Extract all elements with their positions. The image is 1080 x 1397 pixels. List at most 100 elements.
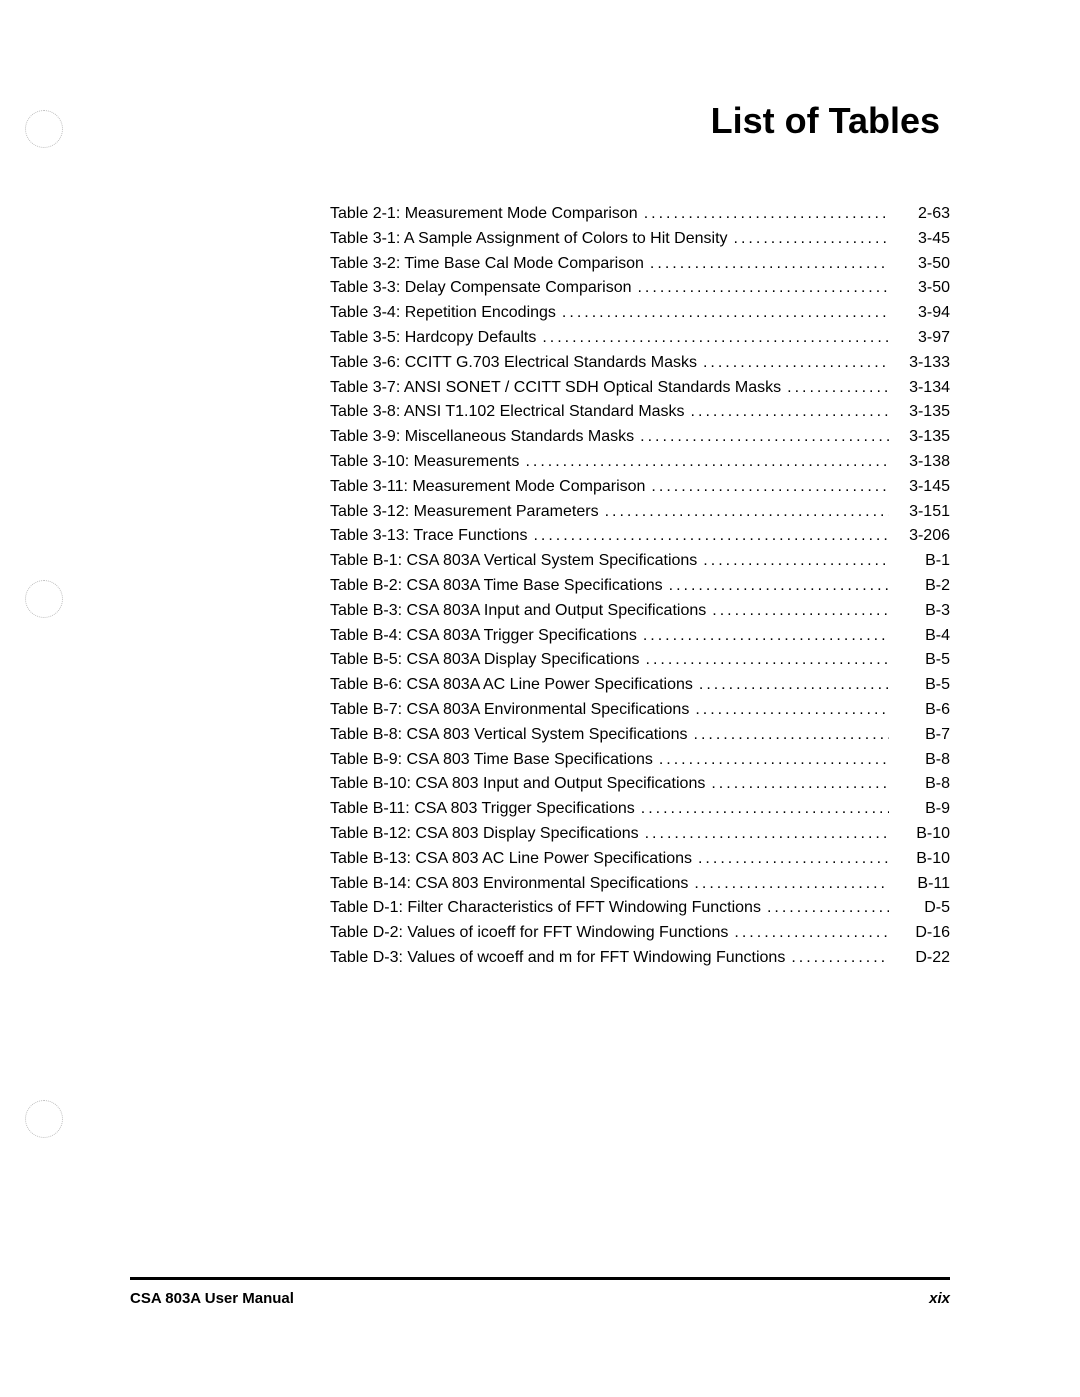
toc-leader-dots [734,921,889,946]
toc-page-number: 3-151 [895,500,950,525]
toc-entry: Table B-4: CSA 803A Trigger Specificatio… [330,624,950,649]
toc-leader-dots [669,574,889,599]
toc-page-number: 3-138 [895,450,950,475]
toc-label: Table B-13: CSA 803 AC Line Power Specif… [330,847,692,872]
toc-entry: Table B-11: CSA 803 Trigger Specificatio… [330,797,950,822]
toc-page-number: B-8 [895,748,950,773]
toc-leader-dots [643,624,889,649]
toc-label: Table 3-6: CCITT G.703 Electrical Standa… [330,351,697,376]
toc-leader-dots [644,202,889,227]
toc-page-number: B-2 [895,574,950,599]
page-footer: CSA 803A User Manual xix [130,1277,950,1307]
toc-leader-dots [562,301,889,326]
toc-page-number: 2-63 [895,202,950,227]
toc-label: Table D-2: Values of icoeff for FFT Wind… [330,921,728,946]
toc-label: Table B-3: CSA 803A Input and Output Spe… [330,599,706,624]
table-of-contents: Table 2-1: Measurement Mode Comparison2-… [330,202,950,971]
toc-page-number: 3-134 [895,376,950,401]
toc-entry: Table 3-5: Hardcopy Defaults 3-97 [330,326,950,351]
toc-leader-dots [787,376,889,401]
toc-leader-dots [703,549,889,574]
toc-entry: Table B-7: CSA 803A Environmental Specif… [330,698,950,723]
toc-leader-dots [542,326,889,351]
toc-page-number: B-3 [895,599,950,624]
toc-label: Table 3-7: ANSI SONET / CCITT SDH Optica… [330,376,781,401]
toc-label: Table B-2: CSA 803A Time Base Specificat… [330,574,663,599]
toc-label: Table B-11: CSA 803 Trigger Specificatio… [330,797,635,822]
toc-label: Table B-14: CSA 803 Environmental Specif… [330,872,688,897]
toc-leader-dots [712,599,889,624]
toc-leader-dots [711,772,889,797]
toc-page-number: B-10 [895,847,950,872]
toc-label: Table B-1: CSA 803A Vertical System Spec… [330,549,697,574]
toc-page-number: D-5 [895,896,950,921]
toc-entry: Table B-8: CSA 803 Vertical System Speci… [330,723,950,748]
toc-leader-dots [694,872,889,897]
toc-label: Table 3-11: Measurement Mode Comparison [330,475,645,500]
toc-label: Table 3-10: Measurements [330,450,519,475]
toc-leader-dots [703,351,889,376]
toc-label: Table B-4: CSA 803A Trigger Specificatio… [330,624,637,649]
toc-leader-dots [659,748,889,773]
toc-leader-dots [698,847,889,872]
toc-leader-dots [791,946,889,971]
toc-page-number: D-22 [895,946,950,971]
toc-label: Table B-9: CSA 803 Time Base Specificati… [330,748,653,773]
toc-label: Table 3-1: A Sample Assignment of Colors… [330,227,728,252]
toc-page-number: B-11 [895,872,950,897]
toc-entry: Table B-6: CSA 803A AC Line Power Specif… [330,673,950,698]
toc-page-number: 3-97 [895,326,950,351]
toc-label: Table 3-5: Hardcopy Defaults [330,326,536,351]
toc-label: Table 3-13: Trace Functions [330,524,527,549]
toc-page-number: 3-50 [895,252,950,277]
toc-page-number: B-8 [895,772,950,797]
toc-entry: Table 3-13: Trace Functions3-206 [330,524,950,549]
toc-entry: Table 3-4: Repetition Encodings3-94 [330,301,950,326]
page-container: List of Tables Table 2-1: Measurement Mo… [0,0,1080,1397]
toc-entry: Table B-5: CSA 803A Display Specificatio… [330,648,950,673]
toc-entry: Table 3-10: Measurements 3-138 [330,450,950,475]
toc-page-number: 3-145 [895,475,950,500]
toc-leader-dots [646,648,890,673]
page-title: List of Tables [130,100,950,142]
toc-label: Table 3-3: Delay Compensate Comparison [330,276,631,301]
toc-entry: Table D-2: Values of icoeff for FFT Wind… [330,921,950,946]
toc-entry: Table B-3: CSA 803A Input and Output Spe… [330,599,950,624]
toc-leader-dots [651,475,889,500]
toc-leader-dots [694,723,889,748]
toc-label: Table D-3: Values of wcoeff and m for FF… [330,946,785,971]
toc-page-number: B-9 [895,797,950,822]
toc-page-number: B-5 [895,673,950,698]
toc-entry: Table 3-3: Delay Compensate Comparison3-… [330,276,950,301]
toc-leader-dots [645,822,889,847]
toc-entry: Table B-1: CSA 803A Vertical System Spec… [330,549,950,574]
toc-entry: Table B-12: CSA 803 Display Specificatio… [330,822,950,847]
toc-label: Table B-8: CSA 803 Vertical System Speci… [330,723,688,748]
toc-leader-dots [767,896,889,921]
toc-page-number: B-10 [895,822,950,847]
toc-label: Table B-6: CSA 803A AC Line Power Specif… [330,673,693,698]
toc-label: Table B-7: CSA 803A Environmental Specif… [330,698,689,723]
toc-leader-dots [605,500,889,525]
toc-leader-dots [699,673,889,698]
toc-label: Table 3-2: Time Base Cal Mode Comparison [330,252,644,277]
toc-page-number: B-7 [895,723,950,748]
toc-page-number: 3-133 [895,351,950,376]
toc-label: Table B-10: CSA 803 Input and Output Spe… [330,772,705,797]
toc-label: Table 3-9: Miscellaneous Standards Masks [330,425,634,450]
toc-entry: Table B-2: CSA 803A Time Base Specificat… [330,574,950,599]
footer-left: CSA 803A User Manual [130,1290,294,1307]
toc-page-number: B-6 [895,698,950,723]
toc-label: Table D-1: Filter Characteristics of FFT… [330,896,761,921]
toc-entry: Table 3-2: Time Base Cal Mode Comparison… [330,252,950,277]
toc-leader-dots [691,400,889,425]
toc-entry: Table 3-11: Measurement Mode Comparison 3… [330,475,950,500]
toc-page-number: 3-135 [895,425,950,450]
toc-entry: Table 3-8: ANSI T1.102 Electrical Standa… [330,400,950,425]
toc-page-number: D-16 [895,921,950,946]
footer-right: xix [929,1290,950,1307]
toc-leader-dots [650,252,889,277]
toc-label: Table B-12: CSA 803 Display Specificatio… [330,822,639,847]
toc-entry: Table 2-1: Measurement Mode Comparison2-… [330,202,950,227]
toc-page-number: B-5 [895,648,950,673]
